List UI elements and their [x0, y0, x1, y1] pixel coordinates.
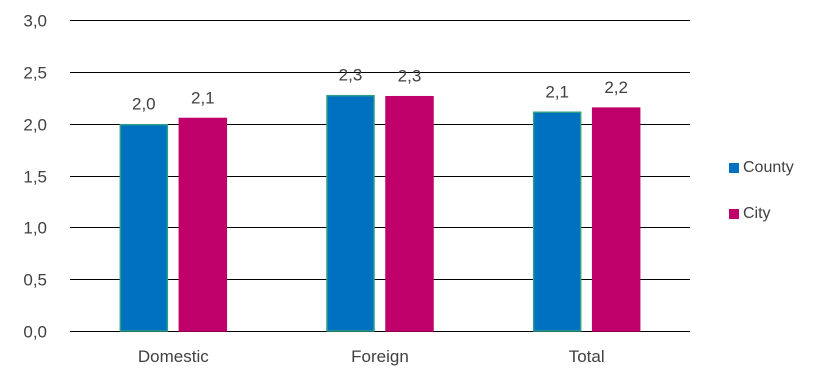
legend-item-county: County: [729, 158, 794, 178]
legend: County City: [729, 158, 794, 250]
y-tick-label: 0,0: [23, 323, 47, 342]
y-tick-label: 2,5: [23, 64, 47, 83]
bar-city-domestic: [178, 117, 228, 332]
data-label: 2,0: [132, 95, 156, 114]
y-tick-label: 0,5: [23, 271, 47, 290]
legend-swatch-city: [729, 209, 739, 219]
bar-county-foreign: [326, 94, 375, 332]
y-tick-label: 3,0: [23, 12, 47, 31]
y-tick-label: 1,0: [23, 219, 47, 238]
legend-label-city: City: [743, 205, 771, 222]
bar-county-domestic: [119, 123, 169, 332]
gridlines: [70, 20, 690, 332]
data-labels: 2,0 2,1 2,3 2,3 2,1 2,2: [132, 66, 628, 114]
bars: [119, 94, 641, 332]
y-axis-ticks: 0,0 0,5 1,0 1,5 2,0 2,5 3,0: [23, 12, 47, 342]
data-label: 2,3: [398, 67, 422, 86]
x-axis-ticks: Domestic Foreign Total: [138, 347, 605, 366]
data-label: 2,2: [604, 78, 628, 97]
x-tick-label: Foreign: [351, 347, 409, 366]
data-label: 2,3: [339, 66, 363, 85]
data-label: 2,1: [191, 88, 215, 107]
y-tick-label: 1,5: [23, 168, 47, 187]
x-tick-label: Total: [569, 347, 605, 366]
bar-city-foreign: [385, 95, 434, 332]
x-tick-label: Domestic: [138, 347, 209, 366]
legend-item-city: City: [729, 204, 794, 224]
y-tick-label: 2,0: [23, 116, 47, 135]
bar-city-total: [591, 107, 641, 332]
bar-county-total: [532, 111, 582, 332]
data-label: 2,1: [545, 82, 569, 101]
legend-label-county: County: [743, 159, 794, 176]
legend-swatch-county: [729, 163, 739, 173]
